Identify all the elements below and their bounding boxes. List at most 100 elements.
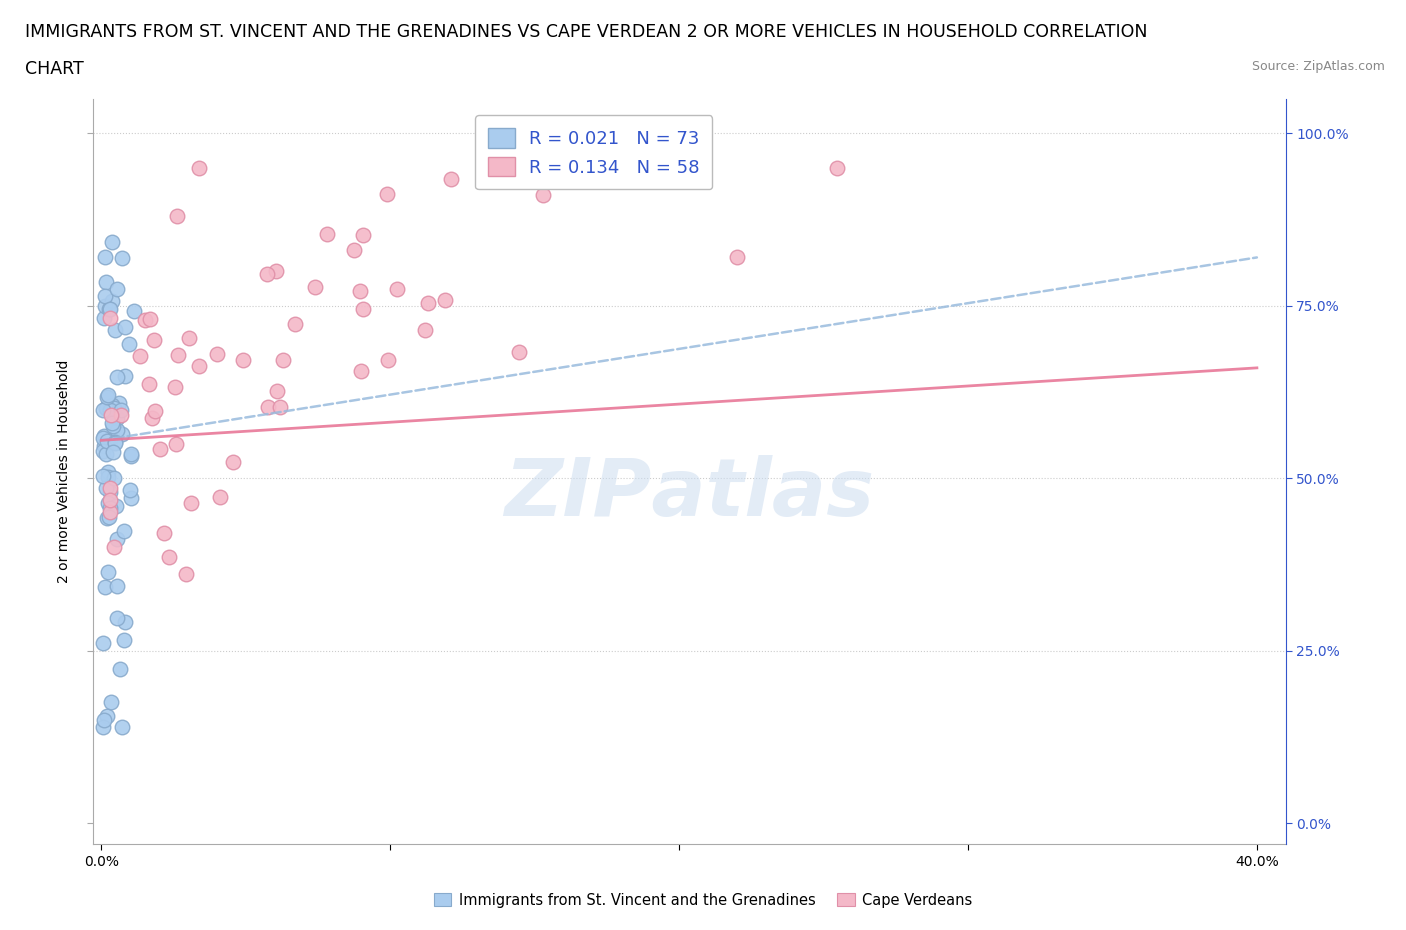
Point bbox=[112, 524, 135, 538]
Point bbox=[120, 491, 142, 506]
Point bbox=[100, 695, 122, 710]
Point bbox=[105, 531, 128, 546]
Point bbox=[418, 296, 440, 311]
Point bbox=[343, 243, 366, 258]
Point bbox=[97, 387, 120, 402]
Point bbox=[266, 263, 288, 278]
Point bbox=[273, 352, 295, 367]
Point bbox=[177, 330, 200, 345]
Point bbox=[96, 433, 118, 448]
Point bbox=[114, 320, 136, 335]
Point bbox=[97, 495, 120, 510]
Point bbox=[180, 496, 202, 511]
Point bbox=[350, 364, 373, 379]
Point bbox=[101, 418, 124, 433]
Point bbox=[352, 228, 374, 243]
Point bbox=[143, 404, 166, 418]
Point bbox=[111, 427, 134, 442]
Point bbox=[110, 407, 132, 422]
Point bbox=[167, 348, 190, 363]
Point bbox=[111, 720, 134, 735]
Point bbox=[91, 444, 114, 458]
Point bbox=[104, 435, 127, 450]
Point bbox=[531, 188, 554, 203]
Point bbox=[93, 428, 115, 443]
Point bbox=[377, 186, 399, 201]
Point bbox=[138, 377, 160, 392]
Point bbox=[108, 662, 131, 677]
Point bbox=[96, 709, 118, 724]
Point bbox=[105, 411, 128, 426]
Point bbox=[138, 312, 160, 326]
Point bbox=[104, 434, 127, 449]
Point bbox=[98, 480, 121, 495]
Point bbox=[114, 369, 136, 384]
Point bbox=[96, 464, 118, 479]
Point bbox=[165, 437, 187, 452]
Point bbox=[98, 510, 121, 525]
Point bbox=[91, 403, 114, 418]
Point bbox=[508, 345, 530, 360]
Point bbox=[96, 470, 118, 485]
Text: CHART: CHART bbox=[25, 60, 84, 78]
Text: ZIP​atlas: ZIP​atlas bbox=[505, 455, 875, 533]
Point bbox=[98, 301, 121, 316]
Point bbox=[101, 416, 124, 431]
Point bbox=[94, 249, 117, 264]
Point bbox=[209, 489, 232, 504]
Point bbox=[97, 565, 120, 579]
Point bbox=[440, 171, 463, 186]
Point bbox=[98, 505, 121, 520]
Point bbox=[91, 469, 114, 484]
Point bbox=[114, 615, 136, 630]
Point bbox=[134, 312, 156, 327]
Point bbox=[103, 471, 125, 485]
Point bbox=[105, 578, 128, 593]
Point bbox=[486, 160, 509, 175]
Text: IMMIGRANTS FROM ST. VINCENT AND THE GRENADINES VS CAPE VERDEAN 2 OR MORE VEHICLE: IMMIGRANTS FROM ST. VINCENT AND THE GREN… bbox=[25, 23, 1147, 41]
Point bbox=[142, 333, 165, 348]
Point bbox=[725, 250, 748, 265]
Point bbox=[93, 439, 115, 454]
Point bbox=[149, 442, 172, 457]
Point bbox=[108, 396, 131, 411]
Point bbox=[111, 250, 134, 265]
Legend: Immigrants from St. Vincent and the Grenadines, Cape Verdeans: Immigrants from St. Vincent and the Gren… bbox=[427, 886, 979, 913]
Point bbox=[387, 282, 409, 297]
Point bbox=[94, 299, 117, 313]
Point bbox=[98, 500, 121, 515]
Point bbox=[98, 404, 121, 418]
Point bbox=[94, 401, 117, 416]
Point bbox=[174, 566, 197, 581]
Point bbox=[257, 399, 280, 414]
Point bbox=[124, 303, 146, 318]
Point bbox=[166, 208, 188, 223]
Point bbox=[98, 432, 121, 447]
Point bbox=[103, 540, 125, 555]
Point bbox=[94, 275, 117, 290]
Point bbox=[315, 227, 337, 242]
Point bbox=[101, 234, 124, 249]
Point bbox=[110, 403, 132, 418]
Point bbox=[105, 369, 128, 384]
Point bbox=[103, 401, 125, 416]
Point bbox=[187, 358, 209, 373]
Point bbox=[91, 636, 114, 651]
Legend: R = 0.021   N = 73, R = 0.134   N = 58: R = 0.021 N = 73, R = 0.134 N = 58 bbox=[475, 115, 713, 190]
Point bbox=[93, 311, 115, 325]
Point bbox=[105, 422, 128, 437]
Point bbox=[98, 493, 121, 508]
Point bbox=[96, 401, 118, 416]
Text: Source: ZipAtlas.com: Source: ZipAtlas.com bbox=[1251, 60, 1385, 73]
Point bbox=[98, 402, 121, 417]
Point bbox=[141, 410, 163, 425]
Point bbox=[104, 323, 127, 338]
Point bbox=[101, 445, 124, 459]
Point bbox=[105, 610, 128, 625]
Point bbox=[434, 292, 457, 307]
Point bbox=[377, 352, 399, 367]
Point bbox=[256, 267, 278, 282]
Point bbox=[304, 280, 326, 295]
Point bbox=[98, 302, 121, 317]
Point bbox=[101, 397, 124, 412]
